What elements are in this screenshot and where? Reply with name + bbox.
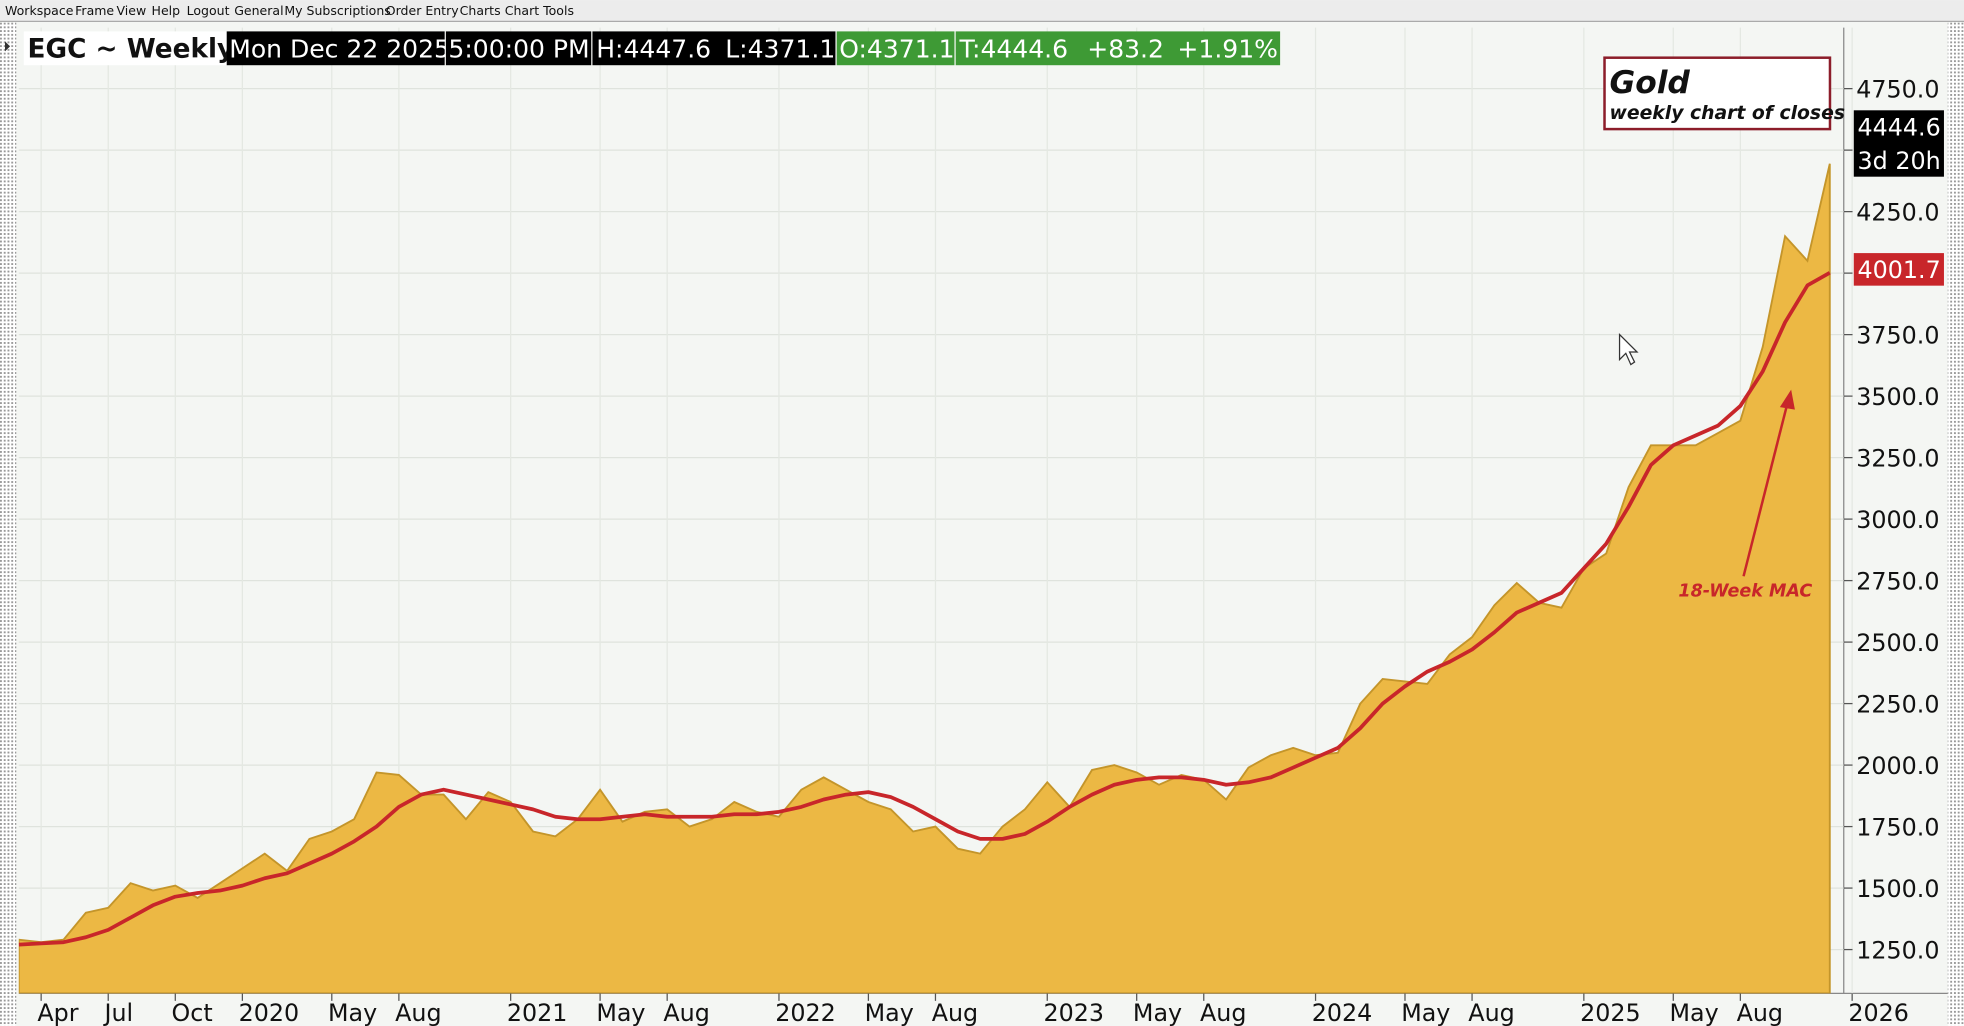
open-box <box>836 31 955 66</box>
y-tick-label: 3750.0 <box>1856 321 1939 349</box>
x-tick-label: 2024 <box>1312 999 1373 1026</box>
x-tick-label: May <box>1670 999 1719 1026</box>
x-tick-label: 2025 <box>1580 999 1641 1026</box>
time-box <box>445 31 592 66</box>
legend-title: Gold <box>1610 65 1691 101</box>
x-tick-label: Oct <box>172 999 213 1026</box>
left-strip <box>0 22 17 1026</box>
date: Mon Dec 22 2025 <box>229 35 450 64</box>
y-tick-label: 4250.0 <box>1856 198 1939 226</box>
arrow-head <box>1779 389 1795 410</box>
last-price-label: 4444.6 <box>1858 113 1941 141</box>
menu-item[interactable]: Charts <box>460 3 501 18</box>
y-tick-label: 2500.0 <box>1856 629 1939 657</box>
price-area <box>18 163 1831 994</box>
moving-average-line <box>18 271 1831 947</box>
low: L:4371.1 <box>725 35 835 64</box>
open: O:4371.1 <box>839 35 954 64</box>
x-tick-label: Aug <box>1200 999 1246 1026</box>
symbol: EGC ~ Weekly <box>28 35 235 65</box>
y-tick-label: 3500.0 <box>1856 383 1939 411</box>
y-tick-label: 1250.0 <box>1856 936 1939 964</box>
menu-item[interactable]: View <box>116 3 146 18</box>
x-tick-label: Aug <box>1468 999 1514 1026</box>
right-strip <box>1947 22 1964 1026</box>
x-tick-label: 2022 <box>775 999 836 1026</box>
annotation-arrow <box>1742 403 1789 577</box>
menu-item[interactable]: My Subscriptions <box>284 3 390 18</box>
menu-bar <box>0 0 1964 22</box>
countdown: 3d 20h <box>1858 147 1941 175</box>
x-tick-label: 2023 <box>1044 999 1105 1026</box>
y-tick-label: 4750.0 <box>1856 75 1939 103</box>
collapse-arrow[interactable] <box>5 41 11 52</box>
ma-price-label: 4001.7 <box>1858 256 1941 284</box>
x-tick-label: 2021 <box>507 999 568 1026</box>
x-tick-label: Aug <box>932 999 978 1026</box>
menu-item[interactable]: General <box>234 3 283 18</box>
x-tick-label: May <box>596 999 645 1026</box>
menu-item[interactable]: Help <box>152 3 181 18</box>
y-tick-label: 1750.0 <box>1856 813 1939 841</box>
change: +83.2 <box>1087 35 1164 64</box>
menu-item[interactable]: Order Entry <box>386 3 459 18</box>
y-tick-label: 2000.0 <box>1856 752 1939 780</box>
symbol-box <box>23 31 227 66</box>
x-tick-label: Jul <box>102 999 133 1026</box>
last-box <box>955 31 1281 66</box>
ma-annotation: 18-Week MAC <box>1678 581 1812 601</box>
legend-box <box>1603 56 1832 131</box>
ma-price-tag <box>1853 253 1944 286</box>
x-tick-label: Apr <box>37 999 78 1026</box>
x-tick-label: 2020 <box>239 999 300 1026</box>
x-tick-label: May <box>865 999 914 1026</box>
high: H:4447.6 <box>596 35 711 64</box>
x-tick-label: 2026 <box>1848 999 1909 1026</box>
date-box <box>226 31 445 66</box>
menu-item[interactable]: Workspace <box>5 3 74 18</box>
time: 5:00:00 PM <box>448 35 589 64</box>
x-tick-label: May <box>1133 999 1182 1026</box>
range-box <box>592 31 836 66</box>
y-tick-label: 3000.0 <box>1856 506 1939 534</box>
x-tick-label: Aug <box>1737 999 1783 1026</box>
change-pct: +1.91% <box>1177 35 1278 64</box>
y-tick-label: 1500.0 <box>1856 875 1939 903</box>
mouse-cursor <box>1618 332 1639 366</box>
menu-item[interactable]: Frame <box>75 3 114 18</box>
y-tick-label: 3250.0 <box>1856 444 1939 472</box>
x-tick-label: Aug <box>395 999 441 1026</box>
x-tick-label: May <box>328 999 377 1026</box>
y-tick-label: 2250.0 <box>1856 690 1939 718</box>
x-tick-label: May <box>1401 999 1450 1026</box>
menu-item[interactable]: Chart Tools <box>505 3 574 18</box>
menu-item[interactable]: Logout <box>187 3 230 18</box>
y-tick-label: 2750.0 <box>1856 567 1939 595</box>
last-price-tag <box>1853 110 1944 177</box>
last: T:4444.6 <box>958 35 1068 64</box>
subtitle: weekly chart of closes <box>1610 103 1845 124</box>
x-tick-label: Aug <box>663 999 709 1026</box>
